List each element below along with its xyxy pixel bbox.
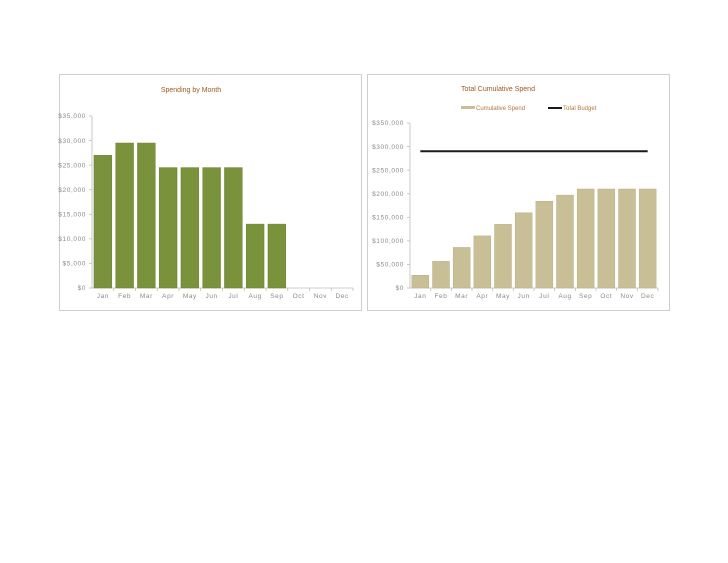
x-tick-label-nov: Nov: [620, 293, 634, 300]
bar-jan: [93, 155, 113, 289]
x-tick-label-jun: Jun: [518, 293, 530, 300]
bar-jan: [411, 275, 430, 289]
bar-jul: [224, 167, 243, 289]
y-tick-label: $5,000: [63, 261, 86, 268]
x-ticks: Jan Feb Mar Apr May Jun Jul Aug Sep Oct Nov Dec: [414, 288, 659, 300]
x-tick-label-jul: Jul: [539, 293, 549, 300]
x-tick-label-feb: Feb: [434, 293, 447, 300]
legend: Cumulative Spend Total Budget: [461, 106, 597, 112]
bar-mar: [137, 142, 156, 289]
bar-aug: [245, 223, 265, 289]
y-tick-label: $150,000: [372, 214, 404, 221]
y-tick-label: $20,000: [58, 187, 86, 194]
x-tick-label-jun: Jun: [205, 293, 217, 300]
total-cumulative-spend-chart-panel: Total Cumulative Spend Cumulative Spend …: [367, 74, 670, 311]
bar-apr: [473, 235, 492, 289]
x-tick-label-nov: Nov: [314, 293, 328, 300]
bar-feb: [432, 261, 450, 289]
x-tick-label-oct: Oct: [600, 293, 612, 300]
total-cumulative-spend-chart: Total Cumulative Spend Cumulative Spend …: [372, 86, 659, 300]
x-tick-label-may: May: [183, 293, 197, 300]
bar-oct: [597, 188, 616, 289]
x-tick-label-feb: Feb: [118, 293, 131, 300]
bar-apr: [158, 167, 178, 289]
x-tick-label-jul: Jul: [228, 293, 238, 300]
y-tick-label: $0: [396, 285, 404, 292]
x-tick-label-oct: Oct: [293, 293, 305, 300]
x-tick-label-dec: Dec: [335, 293, 349, 300]
chart-title: Spending by Month: [161, 87, 221, 94]
bar-aug: [556, 194, 574, 289]
bar-feb: [115, 142, 134, 289]
x-tick-label-jan: Jan: [414, 293, 426, 300]
x-tick-label-dec: Dec: [641, 293, 655, 300]
x-tick-label-aug: Aug: [558, 293, 571, 300]
x-tick-label-may: May: [496, 293, 510, 300]
bar-may: [494, 224, 512, 289]
y-ticks: $0 $50,000 $100,000 $150,000 $200,000 $250,00…: [372, 120, 410, 292]
y-tick-label: $100,000: [372, 238, 404, 245]
x-tick-label-apr: Apr: [162, 293, 174, 300]
y-tick-label: $0: [78, 285, 86, 292]
y-tick-label: $350,000: [372, 120, 404, 127]
spending-by-month-chart: Spending by Month $0 $5,000 $10,000 $15,000…: [58, 87, 354, 300]
chart-title: Total Cumulative Spend: [461, 86, 535, 93]
x-ticks: Jan Feb Mar Apr May Jun Jul Aug Sep Oct Nov Dec: [97, 288, 354, 300]
bars: [411, 188, 657, 289]
y-tick-label: $10,000: [58, 236, 86, 243]
bar-sep: [576, 188, 595, 289]
y-tick-label: $25,000: [58, 162, 86, 169]
x-tick-label-apr: Apr: [476, 293, 488, 300]
bar-mar: [452, 247, 471, 289]
legend-label-total-budget: Total Budget: [563, 106, 597, 112]
bar-jun: [514, 212, 533, 289]
x-tick-label-sep: Sep: [579, 293, 592, 300]
bar-dec: [638, 188, 657, 289]
y-tick-label: $200,000: [372, 191, 404, 198]
spending-by-month-chart-panel: Spending by Month $0 $5,000 $10,000 $15,000…: [58, 74, 362, 311]
y-tick-label: $30,000: [58, 138, 86, 145]
x-tick-label-mar: Mar: [455, 293, 468, 300]
x-tick-label-aug: Aug: [248, 293, 261, 300]
legend-label-cumulative-spend: Cumulative Spend: [476, 106, 525, 112]
x-tick-label-sep: Sep: [270, 293, 283, 300]
y-tick-label: $300,000: [372, 144, 404, 151]
y-tick-label: $250,000: [372, 167, 404, 174]
y-tick-label: $50,000: [376, 262, 404, 269]
y-tick-label: $35,000: [58, 113, 86, 120]
bar-jul: [535, 201, 554, 289]
y-ticks: $0 $5,000 $10,000 $15,000 $20,000 $25,000 $30,…: [58, 113, 92, 292]
y-tick-label: $15,000: [58, 211, 86, 218]
bar-sep: [267, 223, 287, 289]
bar-nov: [618, 188, 636, 289]
bar-jun: [202, 167, 221, 289]
bar-may: [180, 167, 200, 289]
x-tick-label-jan: Jan: [97, 293, 109, 300]
bars: [93, 142, 287, 289]
legend-swatch-cumulative-spend: [461, 106, 475, 109]
x-tick-label-mar: Mar: [140, 293, 153, 300]
